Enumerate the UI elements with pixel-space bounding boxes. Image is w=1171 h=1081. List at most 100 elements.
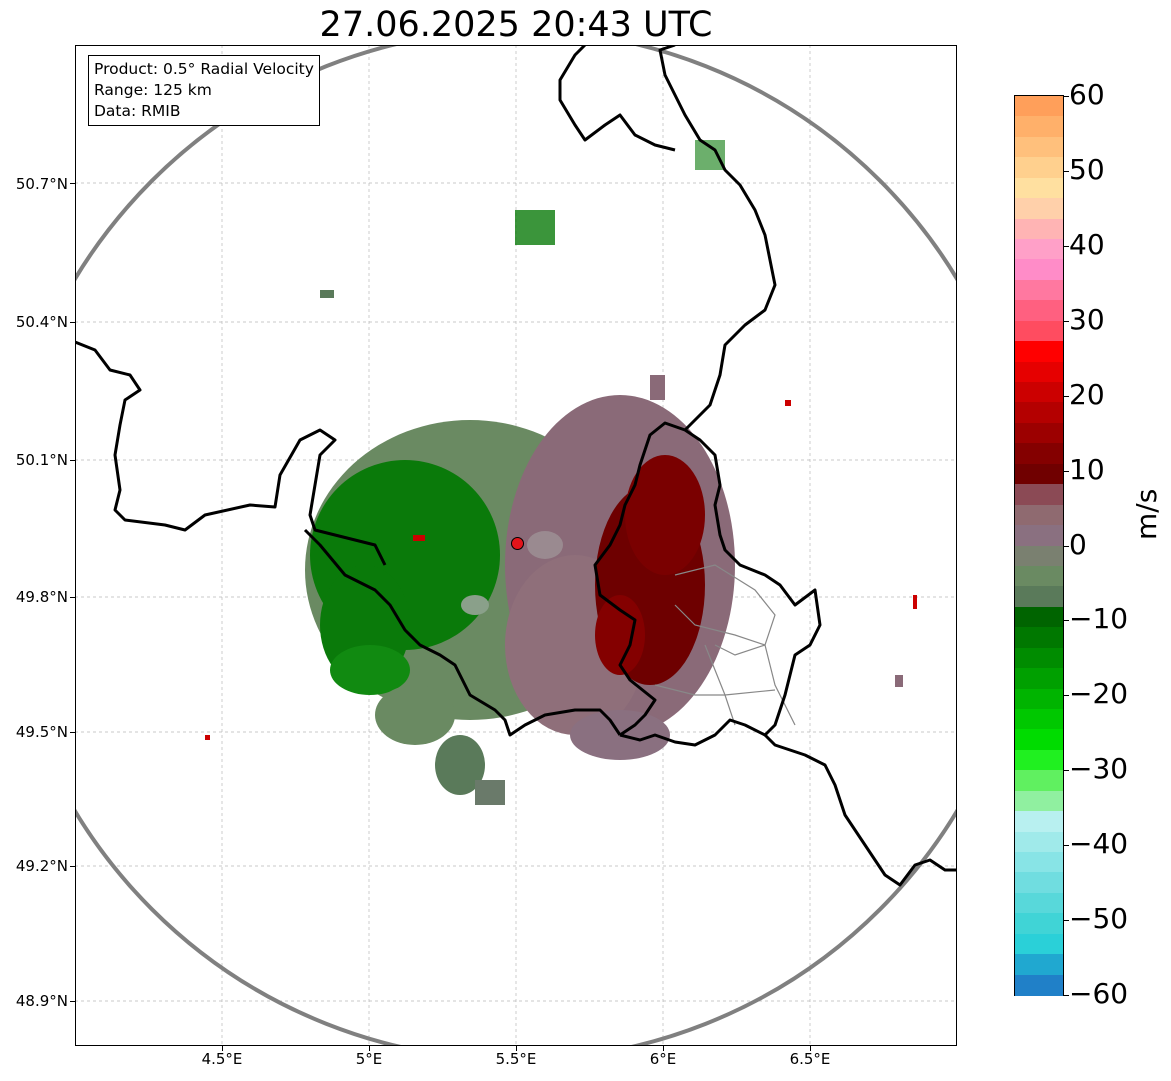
colorbar-segment	[1015, 402, 1063, 424]
colorbar-segment	[1015, 116, 1063, 138]
colorbar-segment	[1015, 198, 1063, 220]
colorbar-segment	[1015, 382, 1063, 404]
map-title: 27.06.2025 20:43 UTC	[319, 5, 713, 45]
colorbar-segment	[1015, 913, 1063, 935]
x-tick-mark	[222, 1046, 223, 1051]
colorbar-unit-label: m/s	[1130, 488, 1163, 540]
y-tick-label: 48.9°N	[15, 992, 68, 1010]
colorbar-segment	[1015, 954, 1063, 976]
colorbar-tick-mark	[1063, 170, 1069, 172]
y-tick-mark	[70, 597, 75, 598]
colorbar-tick-label: −10	[1069, 602, 1129, 636]
colorbar-tick-label: 10	[1069, 452, 1105, 486]
colorbar-segment	[1015, 422, 1063, 444]
colorbar-segment	[1015, 157, 1063, 179]
colorbar-segment	[1015, 606, 1063, 628]
velocity-colorbar	[1014, 95, 1064, 996]
x-tick-label: 6°E	[649, 1050, 677, 1068]
y-tick-mark	[70, 322, 75, 323]
colorbar-segment	[1015, 811, 1063, 833]
y-tick-label: 50.7°N	[15, 175, 68, 193]
y-tick-label: 50.4°N	[15, 313, 68, 331]
y-tick-mark	[70, 460, 75, 461]
colorbar-segment	[1015, 504, 1063, 526]
x-tick-mark	[369, 1046, 370, 1051]
info-data: Data: RMIB	[94, 102, 181, 120]
x-tick-mark	[516, 1046, 517, 1051]
colorbar-tick-label: −50	[1069, 902, 1129, 936]
colorbar-segment	[1015, 647, 1063, 669]
y-tick-mark	[70, 1001, 75, 1002]
colorbar-tick-mark	[1063, 695, 1069, 697]
colorbar-tick-label: 0	[1069, 527, 1087, 561]
colorbar-tick-label: 40	[1069, 227, 1105, 261]
colorbar-segment	[1015, 463, 1063, 485]
colorbar-segment	[1015, 320, 1063, 342]
colorbar-segment	[1015, 443, 1063, 465]
info-product: Product: 0.5° Radial Velocity	[94, 60, 314, 78]
colorbar-segment	[1015, 525, 1063, 547]
colorbar-tick-mark	[1063, 470, 1069, 472]
colorbar-tick-mark	[1063, 545, 1069, 547]
colorbar-segment	[1015, 96, 1063, 118]
x-tick-label: 5°E	[355, 1050, 383, 1068]
info-box: Product: 0.5° Radial Velocity Range: 125…	[88, 55, 320, 126]
country-borders	[75, 45, 957, 887]
colorbar-tick-label: −30	[1069, 752, 1129, 786]
colorbar-segment	[1015, 688, 1063, 710]
colorbar-tick-mark	[1063, 620, 1069, 622]
info-range: Range: 125 km	[94, 81, 212, 99]
colorbar-segment	[1015, 770, 1063, 792]
colorbar-segment	[1015, 851, 1063, 873]
y-tick-label: 50.1°N	[15, 451, 68, 469]
colorbar-segment	[1015, 974, 1063, 996]
colorbar-tick-label: −40	[1069, 827, 1129, 861]
colorbar-segment	[1015, 300, 1063, 322]
x-tick-mark	[810, 1046, 811, 1051]
colorbar-tick-mark	[1063, 845, 1069, 847]
colorbar-segment	[1015, 627, 1063, 649]
colorbar-tick-label: 30	[1069, 302, 1105, 336]
colorbar-segment	[1015, 790, 1063, 812]
radar-site-marker[interactable]	[511, 537, 524, 550]
colorbar-segment	[1015, 933, 1063, 955]
colorbar-segment	[1015, 239, 1063, 261]
colorbar-segment	[1015, 749, 1063, 771]
colorbar-tick-label: 20	[1069, 377, 1105, 411]
x-tick-label: 6.5°E	[789, 1050, 831, 1068]
colorbar-tick-mark	[1063, 245, 1069, 247]
colorbar-tick-mark	[1063, 995, 1069, 996]
y-tick-mark	[70, 732, 75, 733]
x-tick-label: 4.5°E	[201, 1050, 243, 1068]
colorbar-segment	[1015, 668, 1063, 690]
colorbar-segment	[1015, 177, 1063, 199]
colorbar-tick-label: 60	[1069, 78, 1105, 111]
radar-map-svg	[75, 45, 957, 1046]
canton-borders	[654, 564, 796, 726]
y-tick-mark	[70, 183, 75, 184]
colorbar-segment	[1015, 545, 1063, 567]
colorbar-segment	[1015, 218, 1063, 240]
radar-map[interactable]	[75, 45, 957, 1046]
velocity-echoes	[205, 140, 917, 805]
colorbar-tick-label: 50	[1069, 152, 1105, 186]
colorbar-tick-mark	[1063, 96, 1069, 97]
colorbar-tick-mark	[1063, 920, 1069, 922]
colorbar-segment	[1015, 708, 1063, 730]
colorbar-segment	[1015, 361, 1063, 383]
colorbar-tick-label: −20	[1069, 677, 1129, 711]
colorbar-segment	[1015, 565, 1063, 587]
colorbar-segment	[1015, 831, 1063, 853]
colorbar-segment	[1015, 892, 1063, 914]
y-tick-mark	[70, 866, 75, 867]
colorbar-segment	[1015, 279, 1063, 301]
colorbar-segment	[1015, 586, 1063, 608]
colorbar-tick-mark	[1063, 770, 1069, 772]
colorbar-segment	[1015, 259, 1063, 281]
y-tick-label: 49.2°N	[15, 857, 68, 875]
colorbar-segment	[1015, 136, 1063, 158]
colorbar-tick-label: −60	[1069, 977, 1129, 1010]
colorbar-segment	[1015, 341, 1063, 363]
colorbar-tick-mark	[1063, 320, 1069, 322]
y-tick-label: 49.5°N	[15, 723, 68, 741]
